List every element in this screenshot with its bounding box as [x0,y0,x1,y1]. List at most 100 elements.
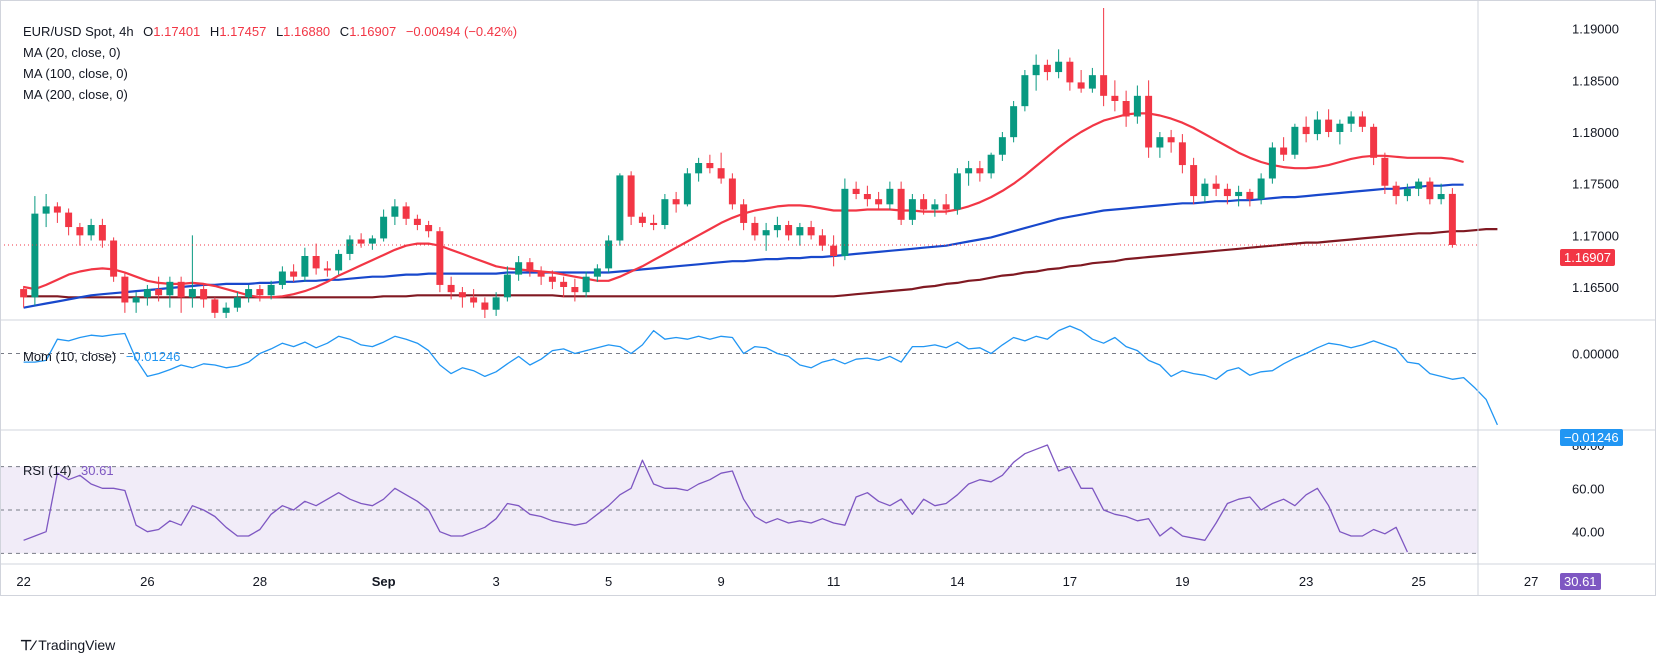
candle[interactable] [1043,59,1051,81]
candle[interactable] [650,214,658,231]
candle[interactable] [1178,134,1186,174]
candle[interactable] [942,194,950,215]
candle[interactable] [335,249,343,275]
candle[interactable] [1437,183,1445,205]
candle[interactable] [897,181,905,225]
candle[interactable] [1010,101,1018,143]
candle[interactable] [1077,70,1085,93]
candle[interactable] [908,194,916,225]
candle[interactable] [1291,123,1299,159]
candle[interactable] [1313,111,1321,141]
candle[interactable] [1156,132,1164,158]
candle[interactable] [256,284,264,302]
candle[interactable] [1246,188,1254,207]
rsi-legend[interactable]: RSI (14) 30.61 [23,463,114,478]
candle[interactable] [818,229,826,251]
candle[interactable] [830,235,838,267]
candle[interactable] [953,168,961,215]
candle[interactable] [346,235,354,261]
momentum-legend[interactable]: Mom (10, close) −0.01246 [23,349,180,364]
candle[interactable] [976,160,984,182]
candle[interactable] [1055,49,1063,79]
candle[interactable] [1021,70,1029,112]
candle[interactable] [1336,119,1344,145]
candle[interactable] [1212,175,1220,197]
candle[interactable] [470,289,478,308]
candle[interactable] [785,220,793,241]
candle[interactable] [245,284,253,303]
candle[interactable] [1235,185,1243,207]
candle[interactable] [458,287,466,308]
candle[interactable] [841,178,849,261]
candle[interactable] [98,218,106,248]
candle[interactable] [447,276,455,300]
candle[interactable] [1257,173,1265,205]
candle[interactable] [492,292,500,316]
candle[interactable] [1190,157,1198,205]
candle[interactable] [1145,80,1153,158]
candle[interactable] [1426,177,1434,205]
ma100-legend[interactable]: MA (100, close, 0) [23,66,128,81]
candle[interactable] [1358,111,1366,132]
ma20-legend[interactable]: MA (20, close, 0) [23,45,121,60]
candle[interactable] [1268,142,1276,184]
candle[interactable] [1066,57,1074,91]
candle[interactable] [661,194,669,230]
candle[interactable] [1415,178,1423,197]
candle[interactable] [87,218,95,241]
candle[interactable] [380,209,388,242]
candle[interactable] [515,256,523,281]
candle[interactable] [76,222,84,246]
tradingview-logo[interactable]: ⊤⁄ TradingView [20,637,115,654]
candle[interactable] [1347,111,1355,132]
momentum-pane[interactable] [0,325,1498,426]
candle[interactable] [582,271,590,298]
price-pane[interactable] [0,8,1498,319]
candle[interactable] [526,258,534,277]
candle[interactable] [1122,90,1130,127]
candle[interactable] [965,160,973,186]
candle[interactable] [42,194,50,228]
candle[interactable] [357,233,365,248]
candle[interactable] [368,235,376,250]
candle[interactable] [706,154,714,174]
candle[interactable] [222,302,230,319]
candle[interactable] [548,270,556,290]
candle[interactable] [762,222,770,251]
candle[interactable] [728,173,736,210]
candle[interactable] [537,266,545,285]
candle[interactable] [672,191,680,213]
candle[interactable] [886,181,894,210]
candle[interactable] [807,220,815,240]
candle[interactable] [290,264,298,282]
ma200-legend[interactable]: MA (200, close, 0) [23,87,128,102]
candle[interactable] [571,278,579,302]
candle[interactable] [1100,8,1108,107]
candle[interactable] [200,284,208,308]
candle[interactable] [717,152,725,184]
candle[interactable] [425,220,433,238]
candle[interactable] [1133,85,1141,124]
candle[interactable] [863,185,871,207]
candle[interactable] [1403,183,1411,202]
candle[interactable] [143,284,151,306]
candle[interactable] [1392,181,1400,205]
candle[interactable] [1223,183,1231,205]
candle[interactable] [1032,54,1040,91]
candle[interactable] [65,208,73,236]
candle[interactable] [751,216,759,241]
candle[interactable] [998,132,1006,161]
candle[interactable] [188,235,196,308]
candle[interactable] [121,271,129,313]
rsi-pane[interactable] [0,444,1478,554]
candle[interactable] [301,247,309,282]
candle[interactable] [1111,80,1119,112]
candle[interactable] [1280,137,1288,161]
candle[interactable] [627,171,635,225]
candle[interactable] [132,292,140,313]
candle[interactable] [267,280,275,300]
candle[interactable] [920,194,928,215]
candle[interactable] [1201,178,1209,203]
candle[interactable] [155,276,163,302]
candle[interactable] [695,157,703,182]
